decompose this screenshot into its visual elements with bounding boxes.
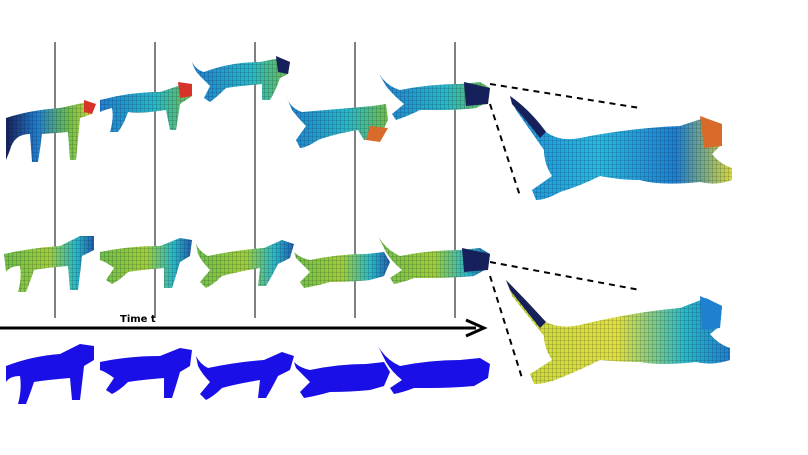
arrow-head <box>465 318 488 338</box>
zoom-line-top-upper <box>489 83 641 109</box>
row-bottom-silhouettes <box>6 344 490 404</box>
cat-frame-top-5 <box>378 72 490 120</box>
silhouette-frame-5 <box>378 346 490 394</box>
cat-frame-mid-1 <box>4 236 94 292</box>
row-top-mesh-cats <box>6 56 490 162</box>
cat-frame-top-1 <box>6 100 96 162</box>
cat-frame-mid-5 <box>378 236 490 284</box>
silhouette-frame-1 <box>6 344 94 404</box>
silhouette-frame-3 <box>196 352 294 400</box>
cat-frame-mid-3 <box>196 240 294 288</box>
time-axis: Time t <box>0 314 488 338</box>
silhouette-frame-2 <box>100 348 192 398</box>
cat-frame-top-4 <box>286 96 388 148</box>
zoom-line-mid-upper <box>489 261 641 291</box>
cat-frame-top-2 <box>100 82 192 132</box>
cat-frame-mid-4 <box>294 252 390 288</box>
zoomed-cat-top <box>510 96 732 200</box>
cat-frame-mid-2 <box>100 238 192 288</box>
zoomed-cat-bottom <box>506 280 730 384</box>
row-middle-mesh-cats <box>4 236 490 292</box>
cat-frame-top-3 <box>192 56 290 102</box>
zoom-line-top-lower <box>489 103 521 197</box>
zoom-line-mid-lower <box>489 275 523 379</box>
silhouette-frame-4 <box>294 362 390 398</box>
zoom-lines <box>489 83 641 379</box>
time-axis-label: Time t <box>120 314 156 325</box>
